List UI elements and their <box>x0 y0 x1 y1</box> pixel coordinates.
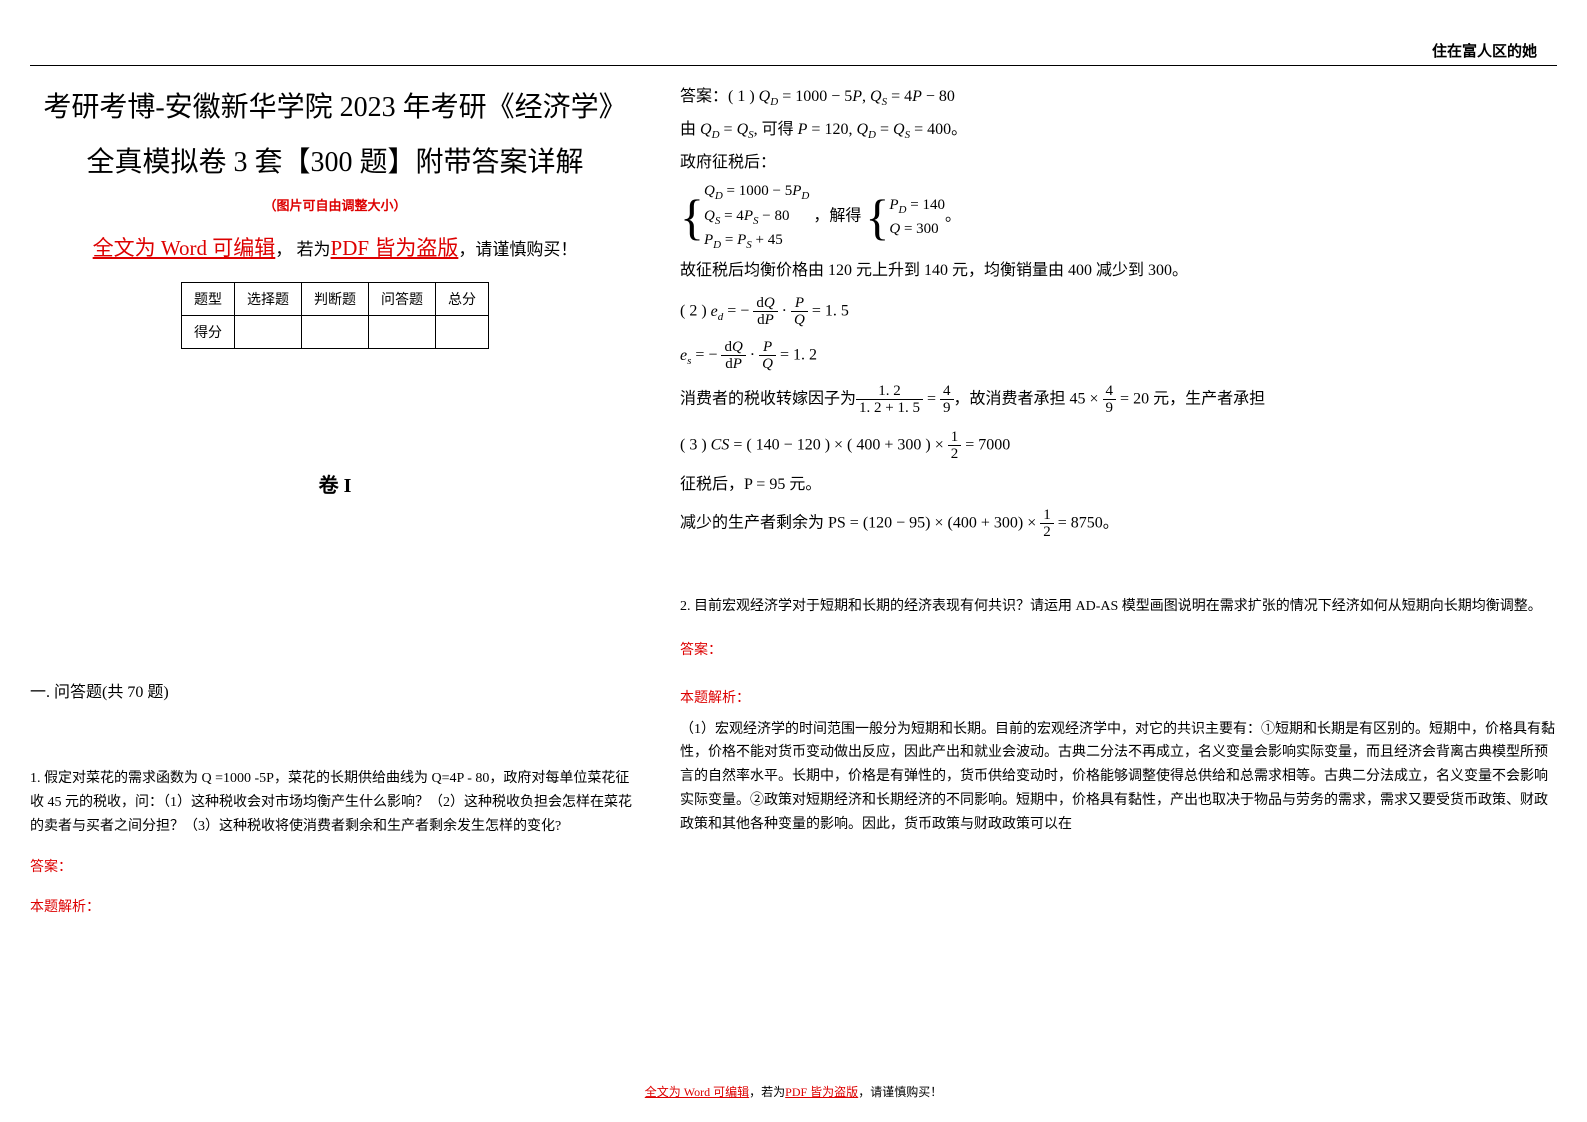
period: 。 <box>945 208 961 225</box>
table-header: 问答题 <box>369 283 436 316</box>
table-header: 选择题 <box>235 283 302 316</box>
score-table: 题型 选择题 判断题 问答题 总分 得分 <box>181 282 489 349</box>
table-header: 总分 <box>436 283 489 316</box>
answer-label: 答案： <box>30 856 640 876</box>
tax-shift-prefix: 消费者的税收转嫁因子为 <box>680 391 856 408</box>
table-row: 题型 选择题 判断题 问答题 总分 <box>182 283 489 316</box>
answer-line: 答案：( 1 ) QD = 1000 − 5P, QS = 4P − 80 <box>680 81 1557 113</box>
tax-shift-suffix: = 20 元，生产者承担 <box>1116 391 1265 408</box>
header-corner-text: 住在富人区的她 <box>1432 40 1537 61</box>
table-header: 判断题 <box>302 283 369 316</box>
table-cell <box>302 316 369 349</box>
footer-word-link: 全文为 Word 可编辑 <box>645 1085 749 1099</box>
note-suffix: ，请谨慎购买！ <box>458 240 577 259</box>
analysis-label: 本题解析： <box>680 685 1557 713</box>
answer-line: ( 3 ) CS = ( 140 − 120 ) × ( 400 + 300 )… <box>680 429 1557 463</box>
table-cell <box>235 316 302 349</box>
answer-line: 由 QD = QS, 可得 P = 120, QD = QS = 400。 <box>680 114 1557 146</box>
table-cell <box>369 316 436 349</box>
answer-line: 故征税后均衡价格由 120 元上升到 140 元，均衡销量由 400 减少到 3… <box>680 255 1557 287</box>
section-heading: 一. 问答题(共 70 题) <box>30 678 640 702</box>
table-header: 题型 <box>182 283 235 316</box>
table-cell <box>436 316 489 349</box>
table-row: 得分 <box>182 316 489 349</box>
footer-note: 全文为 Word 可编辑，若为PDF 皆为盗版，请谨慎购买！ <box>0 1083 1587 1100</box>
analysis-label: 本题解析： <box>30 896 640 916</box>
note-mid: ， 若为 <box>275 240 330 259</box>
question-2-text: 2. 目前宏观经济学对于短期和长期的经济表现有何共识？请运用 AD-AS 模型画… <box>680 595 1557 619</box>
solve-label: ，解得 <box>813 208 861 225</box>
answer-line: 征税后，P = 95 元。 <box>680 469 1557 501</box>
ps-suffix: = 8750。 <box>1054 515 1119 532</box>
footer-mid: ，若为 <box>749 1085 785 1099</box>
editable-note: 全文为 Word 可编辑， 若为PDF 皆为盗版，请谨慎购买！ <box>30 232 640 262</box>
pdf-pirate-link: PDF 皆为盗版 <box>331 236 459 260</box>
answer-line: 消费者的税收转嫁因子为1. 21. 2 + 1. 5 = 49，故消费者承担 4… <box>680 383 1557 417</box>
top-divider <box>30 65 1557 66</box>
left-column: 考研考博-安徽新华学院 2023 年考研《经济学》 全真模拟卷 3 套【300 … <box>30 80 640 916</box>
question-2-analysis: （1）宏观经济学的时间范围一般分为短期和长期。目前的宏观经济学中，对它的共识主要… <box>680 718 1557 837</box>
word-editable-link: 全文为 Word 可编辑 <box>93 236 276 260</box>
image-adjust-note: （图片可自由调整大小） <box>30 195 640 214</box>
ps-prefix: 减少的生产者剩余为 PS = (120 − 95) × (400 + 300) … <box>680 515 1040 532</box>
document-title-line2: 全真模拟卷 3 套【300 题】附带答案详解 <box>30 140 640 180</box>
footer-suffix: ，请谨慎购买！ <box>858 1085 942 1099</box>
document-title-line1: 考研考博-安徽新华学院 2023 年考研《经济学》 <box>30 85 640 125</box>
tax-shift-mid: ，故消费者承担 45 × <box>954 391 1103 408</box>
table-cell: 得分 <box>182 316 235 349</box>
answer-line: es = − dQdP · PQ = 1. 2 <box>680 339 1557 373</box>
answer-line: 减少的生产者剩余为 PS = (120 − 95) × (400 + 300) … <box>680 507 1557 541</box>
answer-line: 政府征税后： <box>680 147 1557 179</box>
equation-system: {QD = 1000 − 5PDQS = 4PS − 80PD = PS + 4… <box>680 180 1557 254</box>
volume-label: 卷 I <box>30 469 640 498</box>
answer-line: ( 2 ) ed = − dQdP · PQ = 1. 5 <box>680 295 1557 329</box>
right-column: 答案：( 1 ) QD = 1000 − 5P, QS = 4P − 80 由 … <box>680 80 1557 916</box>
footer-pdf-link: PDF 皆为盗版 <box>785 1085 858 1099</box>
answer-label: 答案： <box>680 637 1557 665</box>
question-1-text: 1. 假定对菜花的需求函数为 Q =1000 -5P，菜花的长期供给曲线为 Q=… <box>30 767 640 838</box>
page-content: 考研考博-安徽新华学院 2023 年考研《经济学》 全真模拟卷 3 套【300 … <box>30 80 1557 916</box>
